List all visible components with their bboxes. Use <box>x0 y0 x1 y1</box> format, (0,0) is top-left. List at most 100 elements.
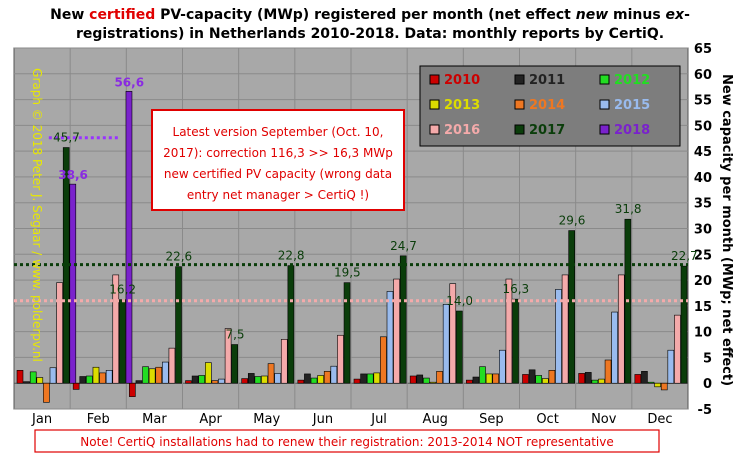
bar-2010-aug <box>409 375 417 384</box>
bar-2015-sep <box>499 349 506 384</box>
chart-title-part: minus <box>608 7 665 23</box>
bar-2013-mar <box>148 368 156 384</box>
y-tick-label: 35 <box>694 197 712 212</box>
x-tick-label: Aug <box>423 412 448 427</box>
bar-2017-aug <box>456 310 463 384</box>
data-label-2017: 22,8 <box>278 249 305 263</box>
x-tick-label: Sep <box>479 412 504 427</box>
x-tick-label: Oct <box>536 412 558 427</box>
bar-2011-nov <box>584 372 592 384</box>
y-tick-label: 65 <box>694 42 712 57</box>
legend-label-2011: 2011 <box>529 73 565 88</box>
data-label-2017: 45,7 <box>53 131 80 145</box>
bar-2014-mar <box>155 366 163 384</box>
bar-2016-apr <box>224 328 232 384</box>
bar-2010-jan <box>16 370 24 384</box>
bar-2013-feb <box>92 366 100 384</box>
bar-2015-apr <box>218 378 225 384</box>
bar-2013-dec <box>654 382 661 388</box>
bar-2016-mar <box>168 347 176 384</box>
legend-swatch-2017 <box>514 124 525 135</box>
bar-2016-jul <box>393 278 400 384</box>
bar-2015-may <box>274 373 281 384</box>
bar-2010-jun <box>297 379 305 384</box>
annotation-text-line: Latest version September (Oct. 10, <box>173 125 384 139</box>
data-label-2017: 19,5 <box>334 266 361 280</box>
legend-box <box>419 65 681 147</box>
annotation-text-line: 2017): correction 116,3 >> 16,3 MWp <box>163 146 393 160</box>
bar-2015-mar <box>162 361 169 384</box>
legend-swatch-2016 <box>429 124 440 135</box>
watermark: Graph © 2018 Peter J. Segaar / www. pold… <box>30 68 44 362</box>
bar-2017-may <box>287 265 295 384</box>
bar-2014-may <box>267 363 275 384</box>
footer-note: Note! CertiQ installations had to renew … <box>80 435 613 449</box>
y-axis-label: New capacity per month (MWp; net effect) <box>719 74 734 386</box>
y-tick-label: 20 <box>694 274 712 289</box>
data-label-2018: 38,6 <box>58 168 88 182</box>
bar-2017-jul <box>399 255 407 384</box>
legend-label-2013: 2013 <box>444 98 480 113</box>
chart-title-part: new <box>576 7 608 23</box>
data-label-2018: 56,6 <box>114 75 144 89</box>
bar-2016-nov <box>617 274 625 384</box>
bar-2015-dec <box>667 349 675 384</box>
bar-2011-sep <box>472 376 480 384</box>
annotation-text-line: entry net manager > CertiQ !) <box>187 188 369 202</box>
y-tick-label: 55 <box>694 94 712 109</box>
y-tick-label: 60 <box>694 68 712 83</box>
bar-2013-jul <box>373 372 381 384</box>
bar-2014-jul <box>380 336 387 384</box>
y-tick-label: 30 <box>694 223 712 238</box>
bar-2014-jun <box>323 371 331 384</box>
y-tick-label: 50 <box>694 119 712 134</box>
y-tick-label: 5 <box>703 351 712 366</box>
bar-2015-nov <box>611 311 618 384</box>
y-tick-label: 40 <box>694 171 712 186</box>
data-label-2017: 29,6 <box>559 214 586 228</box>
legend-label-2012: 2012 <box>614 73 650 88</box>
bar-2017-feb <box>119 299 126 384</box>
bar-2012-oct <box>535 375 543 384</box>
bar-2017-sep <box>512 298 519 384</box>
bar-2018-jan <box>69 183 77 384</box>
x-tick-label: May <box>253 412 280 427</box>
bar-2011-jun <box>304 373 311 384</box>
bar-2013-jun <box>317 375 324 384</box>
bar-2016-jun <box>337 334 344 384</box>
legend-swatch-2012 <box>599 74 610 85</box>
legend-label-2017: 2017 <box>529 123 565 138</box>
legend-swatch-2018 <box>599 124 610 135</box>
bar-2011-feb <box>79 376 87 384</box>
bar-2012-nov <box>591 379 599 384</box>
x-tick-label: Feb <box>87 412 110 427</box>
bar-2014-aug <box>436 371 443 384</box>
legend-label-2015: 2015 <box>614 98 650 113</box>
bar-2012-sep <box>479 366 486 384</box>
bar-2015-feb <box>105 370 113 384</box>
annotation-box <box>151 109 405 211</box>
bar-2010-feb <box>72 382 80 390</box>
legend-label-2010: 2010 <box>444 73 480 88</box>
bar-2016-oct <box>561 274 569 384</box>
bar-2011-dec <box>641 371 648 384</box>
data-label-2017: 24,7 <box>390 239 417 253</box>
bar-2011-apr <box>191 375 199 384</box>
bar-2016-jan <box>56 282 63 384</box>
y-tick-label: -5 <box>698 403 712 418</box>
bar-2011-mar <box>135 380 143 384</box>
annotation-text-line: new certified PV capacity (wrong data <box>164 167 392 181</box>
x-tick-label: Dec <box>647 412 672 427</box>
data-label-2017: 22,7 <box>671 249 698 263</box>
bar-2010-dec <box>634 374 642 384</box>
bar-2015-aug <box>442 304 450 384</box>
bar-2012-may <box>254 376 262 384</box>
bar-2012-jul <box>366 373 374 384</box>
bar-2012-jun <box>310 377 318 384</box>
footer-note-box <box>34 429 660 453</box>
bar-2013-sep <box>485 373 493 384</box>
data-label-2017: 14,0 <box>446 294 473 308</box>
y-tick-label: 25 <box>694 248 712 263</box>
